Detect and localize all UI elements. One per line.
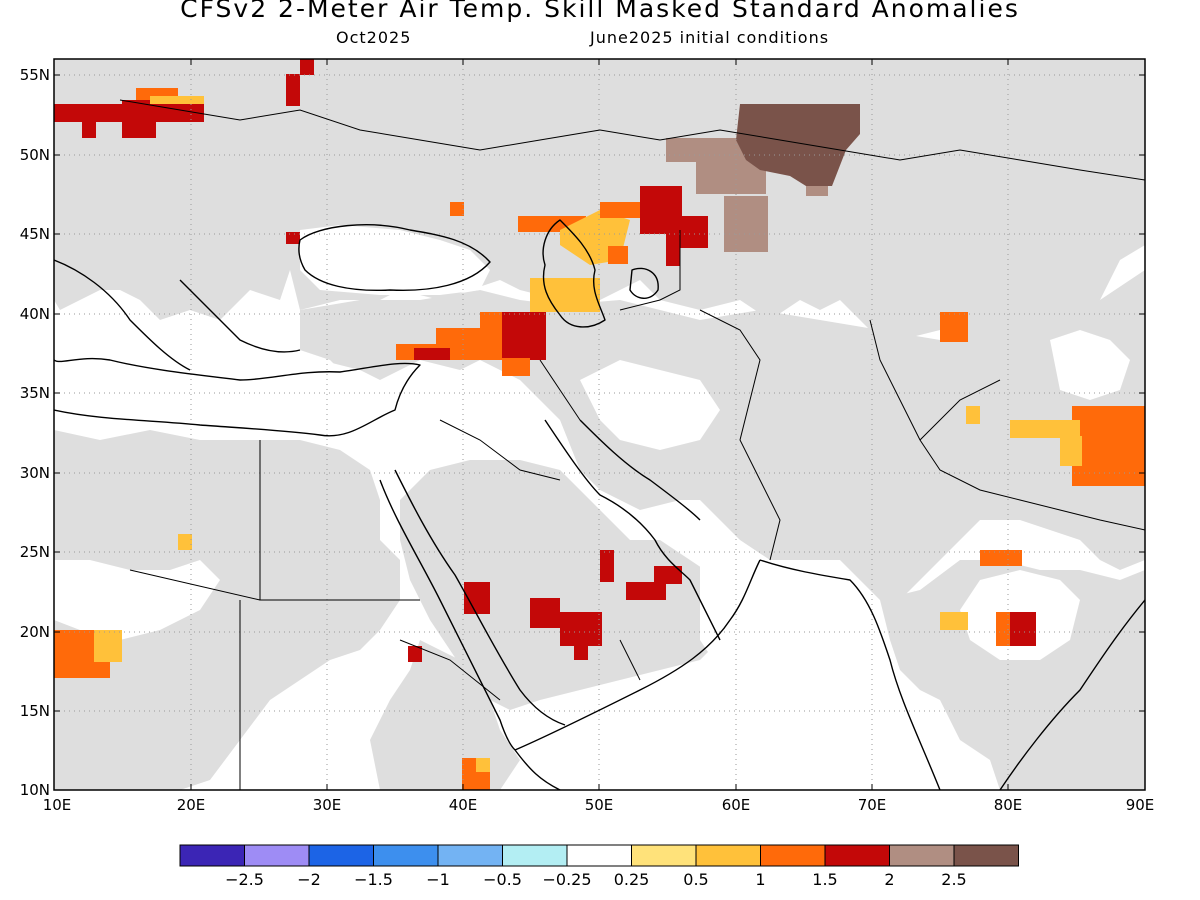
colorbar-label: 1.5 xyxy=(812,870,837,889)
colorbar-swatch xyxy=(631,844,697,867)
colorbar-label: −2 xyxy=(297,870,321,889)
lat-label: 50N xyxy=(20,146,50,164)
lat-label: 30N xyxy=(20,464,50,482)
lat-label: 35N xyxy=(20,384,50,402)
colorbar-swatch xyxy=(566,844,632,867)
colorbar-label: −0.5 xyxy=(483,870,522,889)
lon-label: 20E xyxy=(177,796,206,814)
lon-label: 80E xyxy=(994,796,1023,814)
lon-label: 40E xyxy=(449,796,478,814)
colorbar-swatch xyxy=(953,844,1019,867)
colorbar-swatch xyxy=(889,844,955,867)
lat-label: 45N xyxy=(20,225,50,243)
colorbar-swatch xyxy=(824,844,890,867)
map-title: CFSv2 2-Meter Air Temp. Skill Masked Sta… xyxy=(180,0,1020,23)
lon-label: 70E xyxy=(858,796,887,814)
colorbar-label: −2.5 xyxy=(225,870,264,889)
lon-label: 30E xyxy=(313,796,342,814)
lat-label: 55N xyxy=(20,66,50,84)
lat-label: 15N xyxy=(20,702,50,720)
lat-labels: 55N 50N 45N 40N 35N 30N 25N 20N 15N 10N xyxy=(20,66,50,799)
lon-label: 90E xyxy=(1126,796,1155,814)
forecast-month: Oct2025 xyxy=(336,28,412,47)
lat-label: 20N xyxy=(20,623,50,641)
tick-marks xyxy=(54,59,1145,790)
colorbar: −2.5 −2 −1.5 −1 −0.5 −0.25 0.25 0.5 1 1.5 2 2.5 xyxy=(179,844,1019,889)
lon-label: 60E xyxy=(722,796,751,814)
lon-label: 50E xyxy=(585,796,614,814)
colorbar-swatch xyxy=(308,844,374,867)
anomaly-cells xyxy=(54,59,1145,790)
colorbar-label: 0.5 xyxy=(683,870,708,889)
colorbar-label: 2 xyxy=(884,870,894,889)
lat-label: 40N xyxy=(20,305,50,323)
colorbar-swatch xyxy=(760,844,826,867)
initial-conditions: June2025 initial conditions xyxy=(590,28,830,47)
colorbar-swatch xyxy=(437,844,503,867)
colorbar-label: 1 xyxy=(755,870,765,889)
colorbar-label: −1.5 xyxy=(354,870,393,889)
colorbar-label: 2.5 xyxy=(941,870,966,889)
lon-labels: 10E 20E 30E 40E 50E 60E 70E 80E 90E xyxy=(43,796,1155,814)
colorbar-label: 0.25 xyxy=(614,870,650,889)
colorbar-label: −0.25 xyxy=(542,870,591,889)
coastlines xyxy=(54,219,1145,790)
colorbar-swatch xyxy=(502,844,568,867)
colorbar-swatch xyxy=(179,844,245,867)
lat-label: 10N xyxy=(20,781,50,799)
lon-label: 10E xyxy=(43,796,72,814)
country-borders xyxy=(119,99,1145,790)
colorbar-swatch xyxy=(695,844,761,867)
colorbar-swatch xyxy=(373,844,439,867)
lat-label: 25N xyxy=(20,543,50,561)
colorbar-swatch xyxy=(244,844,310,867)
colorbar-label: −1 xyxy=(426,870,450,889)
